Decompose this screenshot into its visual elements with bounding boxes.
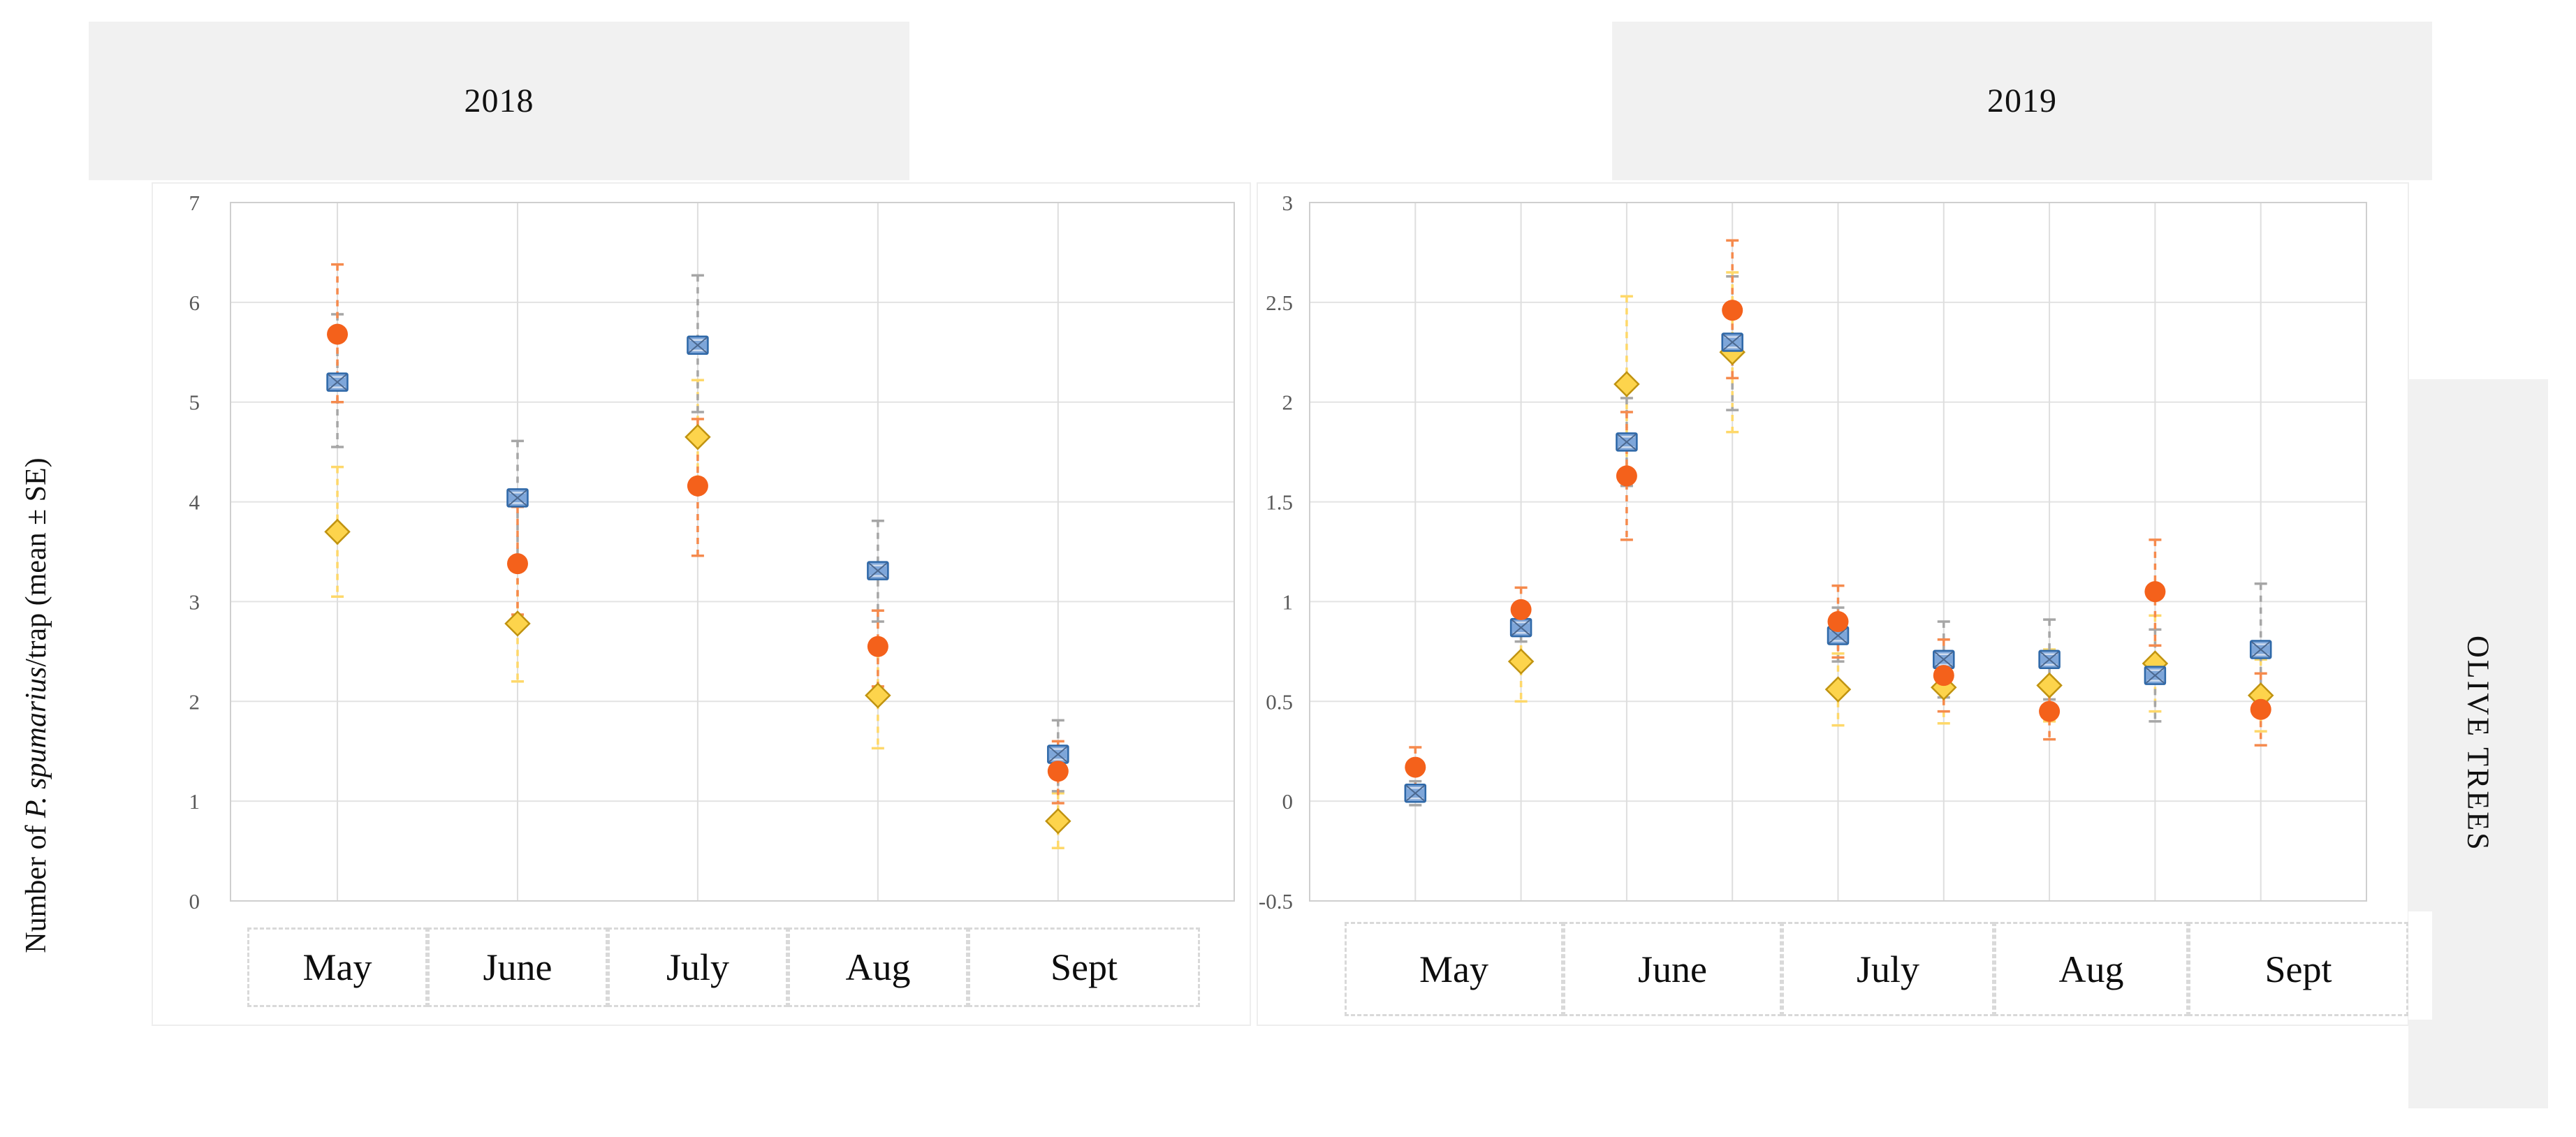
y-tick-label: -0.5 [1259, 889, 1293, 914]
orange-circle-marker [2039, 700, 2061, 722]
year-label-2018: 2018 [464, 82, 534, 119]
yellow-diamond-marker [865, 682, 891, 709]
month-label-2019-June: June [1563, 922, 1782, 1016]
month-label-2019-Sept: Sept [2188, 922, 2408, 1016]
yellow-diamond-marker [1824, 676, 1852, 703]
orange-circle-marker [1933, 665, 1954, 687]
orange-circle-marker [867, 636, 888, 657]
blue-square-marker [2038, 650, 2061, 670]
y-tick-label: 1.5 [1266, 490, 1293, 515]
orange-circle-marker [2250, 698, 2271, 720]
month-label-2019-July: July [1782, 922, 1994, 1016]
y-tick-label: 7 [189, 191, 200, 215]
orange-circle-marker [1616, 465, 1637, 487]
year-label-2019: 2019 [1987, 82, 2057, 119]
plot-border [230, 202, 1235, 902]
yellow-diamond-marker [504, 610, 531, 637]
y-tick-label: 5 [189, 390, 200, 415]
orange-circle-marker [1722, 300, 1743, 321]
orange-circle-marker [1047, 761, 1069, 782]
orange-circle-marker [1827, 611, 1849, 632]
y-tick-label: 3 [1282, 191, 1294, 215]
blue-square-marker [1616, 432, 1638, 452]
yellow-diamond-marker [1507, 648, 1535, 675]
blue-square-marker [1047, 744, 1069, 764]
y-tick-label: 0 [189, 889, 200, 914]
y-tick-label: 1 [189, 789, 200, 814]
orange-circle-marker [2144, 581, 2166, 603]
blue-square-marker [326, 372, 349, 392]
y-tick-label: 4 [189, 490, 200, 515]
y-tick-label: 0.5 [1266, 689, 1293, 714]
yellow-diamond-marker [685, 423, 711, 450]
chart-area-box [1257, 182, 2409, 1026]
y-tick-label: 3 [189, 589, 200, 614]
y-tick-label: 2 [189, 689, 200, 714]
month-label-2018-Aug: Aug [788, 927, 968, 1007]
blue-square-marker [1721, 332, 1743, 352]
blue-square-marker [1404, 783, 1427, 803]
blue-square-marker [506, 488, 529, 508]
month-label-2018-Sept: Sept [968, 927, 1200, 1007]
blue-square-marker [2249, 640, 2272, 659]
month-label-2019-Aug: Aug [1994, 922, 2188, 1016]
year-band-2019: 2019 [1612, 22, 2432, 180]
yellow-diamond-marker [1045, 807, 1071, 835]
blue-square-marker [867, 561, 889, 580]
orange-circle-marker [327, 323, 349, 345]
orange-circle-marker [1510, 599, 1532, 620]
orange-circle-marker [1405, 756, 1426, 778]
yellow-diamond-marker [324, 518, 351, 545]
band-white-notch [2408, 911, 2432, 1020]
orange-circle-marker [506, 553, 528, 575]
month-label-2018-June: June [427, 927, 608, 1007]
y-tick-label: 2.5 [1266, 291, 1293, 315]
month-label-2018-May: May [247, 927, 427, 1007]
chart-2019: -0.5 0 0.5 1 1.5 2 2.5 3 [1257, 182, 2409, 1026]
y-tick-label: 6 [189, 291, 200, 315]
yellow-diamond-marker [1613, 371, 1640, 397]
y-tick-label: 1 [1282, 589, 1294, 614]
year-band-2018: 2018 [89, 22, 909, 180]
blue-square-marker [1509, 617, 1532, 638]
month-label-2019-May: May [1345, 922, 1563, 1016]
blue-square-marker [2144, 666, 2167, 685]
blue-square-marker [687, 335, 709, 355]
y-tick-label: 2 [1282, 390, 1294, 415]
yellow-diamond-marker [2036, 672, 2063, 699]
chart-2018: 0 1 2 3 4 5 6 7 [152, 182, 1251, 1026]
olive-trees-label: OLIVE TREES [2461, 636, 2496, 852]
month-label-2018-July: July [608, 927, 788, 1007]
plot-border [1309, 202, 2367, 902]
chart-area-box [152, 182, 1251, 1026]
blue-square-marker [1933, 650, 1955, 670]
orange-circle-marker [687, 475, 708, 497]
y-tick-label: 0 [1282, 789, 1294, 814]
